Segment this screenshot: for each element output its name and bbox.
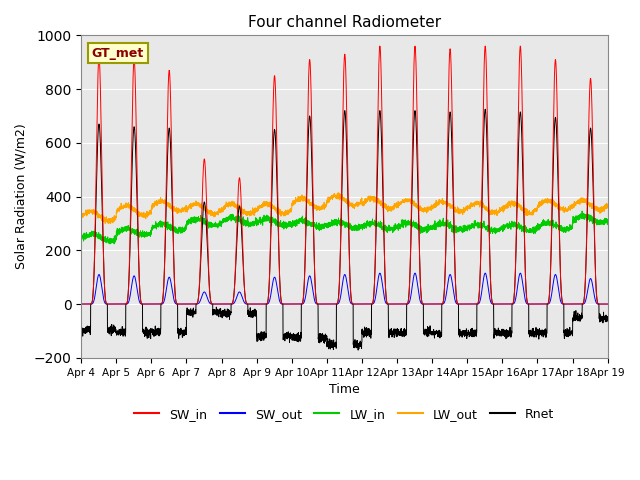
Rnet [324, 344, 332, 350]
Line: LW_in: LW_in [81, 211, 608, 244]
LW_out [172, 206, 180, 212]
LW_in [324, 225, 332, 230]
Rnet [77, 328, 85, 334]
SW_out [433, 301, 441, 307]
Rnet [492, 328, 500, 334]
LW_out [463, 204, 470, 209]
SW_in [433, 301, 441, 307]
LW_in [172, 226, 180, 232]
SW_in [492, 301, 500, 307]
Text: GT_met: GT_met [92, 47, 144, 60]
SW_out [604, 301, 612, 307]
SW_out [463, 301, 470, 307]
LW_in [579, 208, 586, 214]
LW_out [604, 205, 612, 211]
SW_in [604, 301, 611, 307]
Rnet [463, 331, 470, 337]
LW_out [433, 202, 441, 207]
LW_in [604, 216, 612, 222]
Line: SW_out: SW_out [81, 273, 608, 304]
SW_in [77, 301, 85, 307]
SW_in [324, 301, 332, 307]
LW_in [463, 226, 470, 232]
Title: Four channel Radiometer: Four channel Radiometer [248, 15, 441, 30]
Rnet [481, 107, 489, 112]
Line: Rnet: Rnet [81, 109, 608, 350]
SW_in [172, 298, 180, 304]
Rnet [604, 314, 612, 320]
SW_out [376, 270, 383, 276]
LW_in [106, 241, 114, 247]
LW_in [433, 224, 441, 229]
SW_out [172, 301, 180, 307]
SW_out [324, 301, 332, 307]
SW_in [463, 301, 470, 307]
Rnet [172, 297, 180, 303]
Y-axis label: Solar Radiation (W/m2): Solar Radiation (W/m2) [15, 124, 28, 269]
Line: SW_in: SW_in [81, 46, 608, 304]
LW_out [324, 196, 332, 202]
SW_out [492, 301, 500, 307]
X-axis label: Time: Time [329, 383, 360, 396]
LW_out [492, 209, 500, 215]
Legend: SW_in, SW_out, LW_in, LW_out, Rnet: SW_in, SW_out, LW_in, LW_out, Rnet [129, 403, 559, 426]
Rnet [433, 329, 441, 335]
Rnet [355, 347, 362, 353]
LW_in [604, 218, 611, 224]
LW_out [107, 221, 115, 227]
LW_in [77, 233, 85, 239]
LW_out [604, 204, 611, 209]
LW_in [492, 227, 500, 233]
Rnet [604, 314, 611, 320]
SW_out [604, 301, 611, 307]
LW_out [334, 190, 342, 195]
Line: LW_out: LW_out [81, 192, 608, 224]
SW_in [376, 43, 383, 49]
SW_out [77, 301, 85, 307]
LW_out [77, 213, 85, 219]
SW_in [604, 301, 612, 307]
